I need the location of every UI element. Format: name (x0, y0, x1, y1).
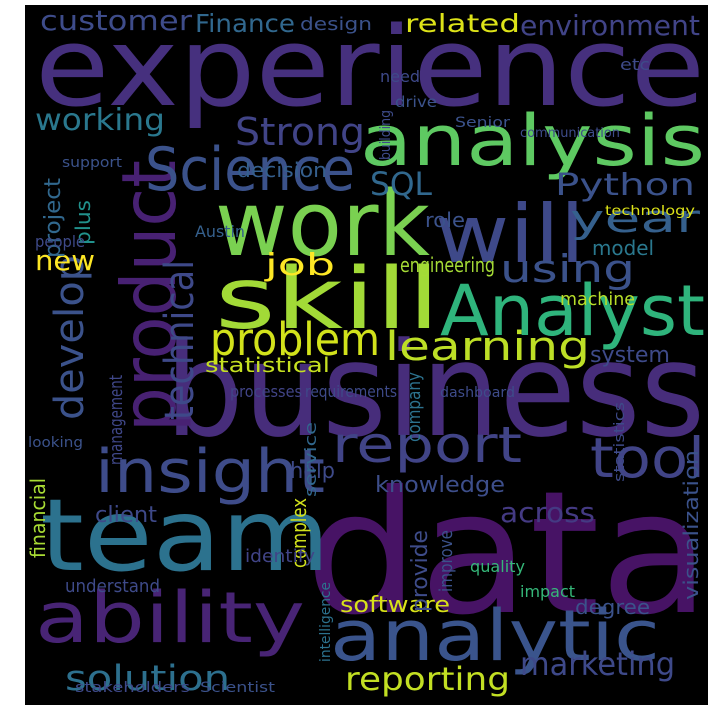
word: Python (555, 168, 695, 203)
word: insight (95, 437, 325, 507)
word: requirements (305, 382, 397, 401)
word: company (404, 372, 425, 442)
word: data (305, 455, 710, 653)
word: problem (210, 313, 380, 366)
word: plus (71, 200, 95, 245)
word: intelligence (318, 582, 334, 662)
word: visualization (679, 450, 703, 600)
word: working (35, 103, 165, 138)
word: work (215, 172, 430, 277)
word: Science (145, 135, 355, 205)
word: statistical (205, 353, 330, 377)
word: people (35, 232, 85, 251)
word: Austin (195, 222, 245, 241)
word: dashboard (440, 385, 515, 401)
word: will (435, 188, 585, 281)
word: support (62, 155, 123, 171)
word: degree (575, 595, 650, 619)
word: using (500, 247, 635, 291)
word: system (590, 343, 670, 368)
word: building (378, 110, 394, 160)
word: complex (287, 498, 311, 568)
word: stakeholders (75, 680, 190, 696)
word: job (263, 248, 335, 283)
word: help (290, 459, 335, 484)
word: Senior (455, 115, 510, 131)
word: Strong (235, 110, 365, 154)
word: experience (35, 3, 705, 131)
word: processes (230, 382, 302, 401)
word: Scientist (200, 680, 276, 696)
word: role (425, 208, 465, 232)
background (25, 5, 708, 705)
word: analytic (330, 595, 660, 677)
word: Analyst (440, 270, 705, 352)
word: software (340, 593, 450, 618)
word: statistics (612, 402, 628, 482)
word: decision (237, 158, 327, 182)
word: etc (620, 55, 650, 74)
word: model (592, 236, 654, 260)
word: financial (26, 478, 50, 558)
word: ability (35, 577, 305, 659)
word: drive (395, 93, 437, 111)
word: provide (408, 530, 433, 612)
word: tool (590, 426, 705, 490)
word: report (332, 416, 522, 474)
word: project (41, 178, 66, 258)
word: machine (560, 289, 635, 310)
word: improve (436, 530, 457, 592)
word: technology (605, 204, 695, 219)
word: understand (65, 576, 160, 597)
word: across (500, 496, 595, 529)
word: solution (65, 659, 230, 699)
word: SQL (370, 165, 432, 203)
word: service (301, 422, 320, 497)
word: business (165, 314, 705, 466)
word: Finance (195, 9, 295, 38)
word: analysis (360, 100, 705, 182)
word: skill (215, 250, 440, 349)
word: impact (520, 582, 575, 601)
word: marketing (520, 645, 675, 683)
word: new (35, 244, 95, 277)
word: environment (520, 9, 700, 42)
word: looking (28, 435, 83, 451)
word: need (380, 67, 420, 86)
word: engineering (400, 253, 495, 277)
word: customer (40, 4, 193, 37)
word: management (106, 375, 127, 465)
word: knowledge (375, 473, 505, 498)
word: product (105, 160, 193, 432)
word: develop (47, 255, 93, 420)
word: related (405, 9, 520, 38)
word: technical (157, 260, 203, 420)
word: team (40, 477, 330, 594)
word: learning (385, 324, 590, 370)
word: client (95, 503, 157, 528)
word: communication (520, 126, 620, 141)
word: year (570, 197, 701, 241)
word: design (300, 14, 372, 35)
word: quality (470, 557, 525, 576)
word: identify (245, 546, 315, 567)
word: reporting (345, 660, 510, 698)
